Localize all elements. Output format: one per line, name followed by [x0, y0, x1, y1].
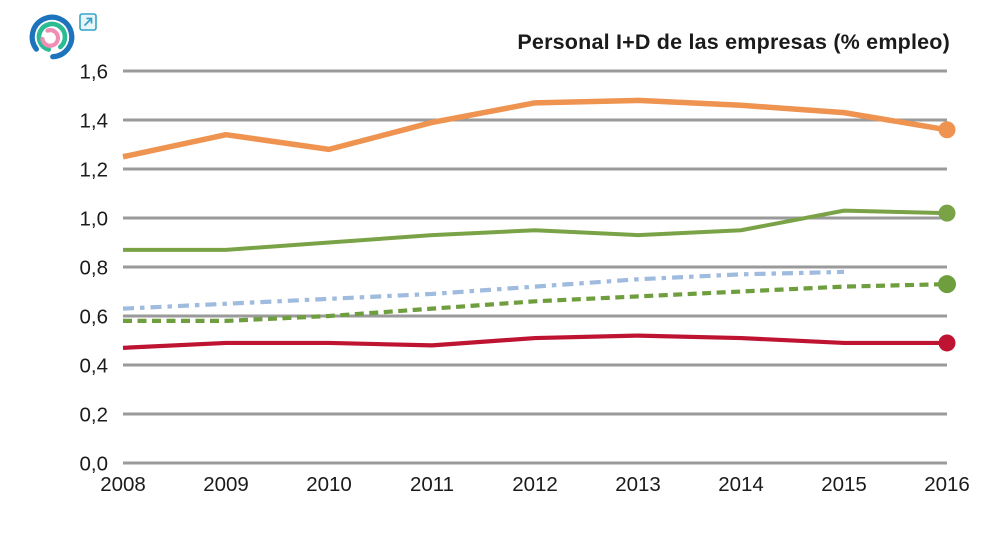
chart-title: Personal I+D de las empresas (% empleo): [517, 30, 950, 54]
x-tick-label: 2015: [821, 473, 867, 496]
y-tick-label: 0,0: [80, 453, 109, 476]
y-tick-label: 0,6: [80, 306, 109, 329]
x-tick-label: 2009: [203, 473, 249, 496]
y-tick-label: 0,8: [80, 257, 109, 280]
series-line-red-solid: [122, 333, 947, 350]
x-tick-label: 2014: [718, 473, 764, 496]
external-link-icon: [79, 13, 97, 31]
x-tick-label: 2008: [100, 473, 146, 496]
end-dot-red-solid: [938, 334, 956, 352]
x-tick-label: 2011: [410, 473, 454, 496]
y-tick-label: 1,0: [80, 208, 109, 231]
logo-arc-outer: [29, 14, 75, 60]
y-tick-label: 1,4: [80, 110, 109, 133]
series-line-blue-dash-dot: [122, 269, 845, 311]
series-line-green-solid: [123, 208, 948, 252]
end-dot-green-dashed: [938, 275, 956, 294]
y-tick-label: 1,2: [80, 159, 109, 182]
logo-arc-middle: [36, 21, 68, 52]
external-link-button[interactable]: [79, 13, 97, 36]
y-tick-label: 0,4: [80, 355, 109, 378]
external-link-arrow: [83, 17, 93, 27]
x-tick-label: 2016: [924, 473, 970, 496]
y-tick-label: 0,2: [80, 404, 109, 427]
logo-arc-inner: [40, 28, 60, 48]
x-tick-label: 2013: [615, 473, 661, 496]
series-line-green-dashed: [123, 282, 948, 323]
y-tick-label: 1,6: [80, 61, 109, 84]
series-line-orange-solid: [122, 97, 948, 160]
x-tick-label: 2010: [306, 473, 352, 496]
x-tick-label: 2012: [512, 473, 558, 496]
logo[interactable]: [27, 12, 77, 69]
circular-arcs-logo-icon: [29, 14, 75, 60]
end-dot-green-solid: [938, 204, 956, 222]
end-dot-orange-solid: [938, 121, 956, 139]
